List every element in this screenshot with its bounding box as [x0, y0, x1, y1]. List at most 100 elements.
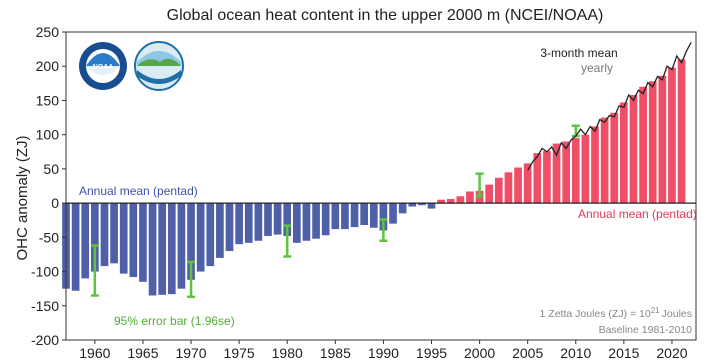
- bar-1962: [110, 203, 118, 264]
- bar-1985: [331, 203, 340, 230]
- bar-1970: [187, 203, 195, 280]
- bar-2004: [514, 167, 522, 204]
- bar-1961: [100, 203, 109, 267]
- bar-2010: [571, 138, 580, 204]
- bar-1958: [71, 203, 80, 291]
- bar-1989: [369, 203, 378, 228]
- bar-1999: [466, 191, 474, 204]
- chart-title: Global ocean heat content in the upper 2…: [167, 7, 604, 24]
- bar-1984: [321, 203, 330, 236]
- bar-2005: [523, 163, 532, 204]
- bar-1986: [341, 203, 349, 230]
- y-tick-label-150: 150: [36, 92, 60, 108]
- bar-2017: [639, 86, 647, 204]
- bar-1994: [418, 203, 426, 206]
- baseline-note: Baseline 1981-2010: [599, 324, 693, 336]
- bar-1979: [273, 203, 282, 235]
- x-tick-label-1980: 1980: [272, 345, 303, 361]
- x-tick-label-1965: 1965: [127, 345, 158, 361]
- bar-1964: [129, 203, 138, 278]
- ncei-logo: [134, 41, 184, 91]
- bar-2013: [600, 117, 609, 204]
- y-tick-label--50: -50: [39, 229, 59, 245]
- y-axis-label: OHC anomaly (ZJ): [14, 135, 31, 260]
- y-tick-label-250: 250: [36, 24, 60, 40]
- bar-1972: [206, 203, 215, 267]
- y-tick-label--200: -200: [31, 332, 59, 348]
- bar-1963: [119, 203, 128, 274]
- bar-1996: [437, 199, 445, 204]
- bar-1968: [167, 203, 176, 295]
- bar-1992: [398, 203, 407, 214]
- y-tick-label-100: 100: [36, 127, 60, 143]
- bar-2006: [533, 153, 542, 204]
- bar-2021: [677, 59, 686, 204]
- bar-2009: [562, 141, 570, 204]
- x-tick-label-1970: 1970: [175, 345, 206, 361]
- y-tick-label--100: -100: [31, 264, 59, 280]
- bar-1997: [446, 199, 455, 204]
- bar-1990: [379, 203, 388, 231]
- bar-1965: [139, 203, 147, 282]
- units-note: 1 Zetta Joules (ZJ) = 1021 Joules: [540, 306, 692, 320]
- x-tick-label-2020: 2020: [656, 345, 687, 361]
- bar-1973: [216, 203, 224, 258]
- bar-1976: [244, 203, 253, 243]
- x-tick-label-1990: 1990: [368, 345, 399, 361]
- bar-2001: [485, 184, 494, 204]
- bar-1975: [235, 203, 243, 245]
- bar-2002: [494, 177, 503, 204]
- bar-2011: [581, 134, 590, 204]
- bar-1991: [389, 203, 397, 224]
- bar-2016: [629, 94, 638, 204]
- bar-1988: [360, 203, 369, 226]
- bar-1993: [408, 203, 417, 207]
- x-tick-label-2010: 2010: [560, 345, 591, 361]
- bar-1982: [302, 203, 311, 241]
- plot-frame: [65, 31, 697, 341]
- bar-1978: [264, 203, 272, 236]
- line-legend-label: 3-month mean: [540, 46, 617, 60]
- bar-1974: [225, 203, 234, 252]
- x-tick-label-2005: 2005: [512, 345, 543, 361]
- bar-1981: [292, 203, 301, 243]
- bar-1966: [148, 203, 157, 296]
- bar-2014: [610, 112, 619, 204]
- bar-2012: [591, 126, 599, 204]
- bar-2007: [543, 151, 551, 204]
- yearly-legend-label: yearly: [581, 61, 613, 75]
- noaa-logo: NOAA: [79, 42, 127, 90]
- bar-2003: [504, 172, 513, 204]
- bar-2008: [552, 143, 561, 204]
- x-tick-label-1995: 1995: [416, 345, 447, 361]
- bar-2015: [620, 102, 628, 204]
- line-group: [527, 41, 692, 171]
- bar-1960: [91, 203, 99, 272]
- bar-2020: [668, 67, 676, 204]
- y-tick-label-50: 50: [43, 161, 59, 177]
- svg-text:NOAA: NOAA: [93, 64, 114, 71]
- y-tick-label--150: -150: [31, 298, 59, 314]
- x-tick-label-2000: 2000: [464, 345, 495, 361]
- x-tick-label-1960: 1960: [79, 345, 110, 361]
- bar-1977: [254, 203, 263, 241]
- bar-1980: [283, 203, 292, 236]
- bar-1959: [81, 203, 90, 279]
- bar-1983: [312, 203, 320, 239]
- bar-1967: [158, 203, 167, 295]
- x-tick-label-1975: 1975: [224, 345, 255, 361]
- series-line-3-month-mean: [527, 41, 692, 171]
- y-tick-label-0: 0: [51, 195, 59, 211]
- axes-group: -200 -150 -100 -50 0 50 100 150 200 250 1960 1965 19…: [31, 24, 697, 361]
- bar-1987: [350, 203, 359, 228]
- bar-1971: [196, 203, 205, 272]
- bar-2019: [658, 75, 667, 204]
- bar-2018: [648, 81, 657, 204]
- negative-mean-label: Annual mean (pentad): [79, 184, 198, 198]
- x-tick-label-1985: 1985: [320, 345, 351, 361]
- bar-1969: [177, 203, 186, 289]
- error-bar-label: 95% error bar (1.96se): [114, 314, 235, 328]
- bar-1998: [456, 196, 465, 204]
- bar-1995: [427, 203, 436, 209]
